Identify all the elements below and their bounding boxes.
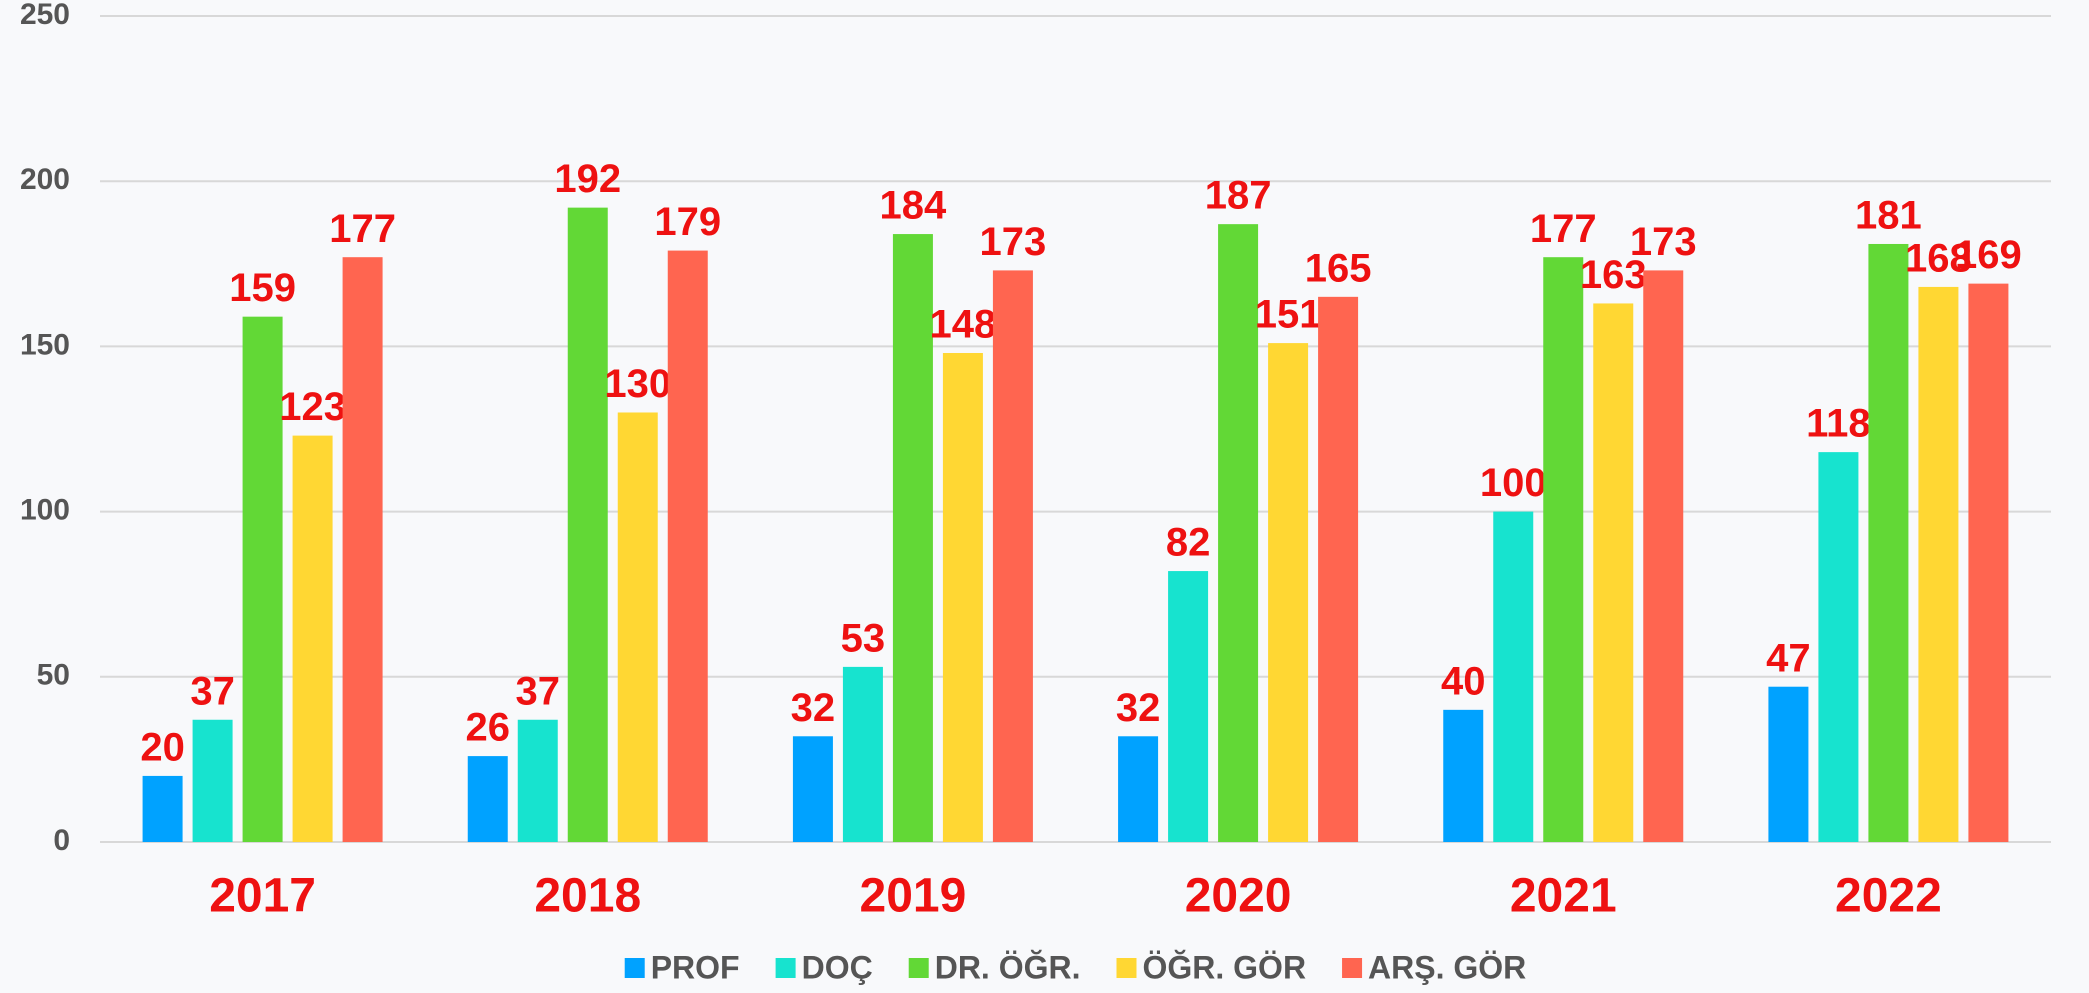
- data-label: 177: [1530, 207, 1597, 251]
- data-label: 173: [1630, 220, 1697, 264]
- data-label: 40: [1441, 659, 1486, 703]
- x-tick-label: 2019: [860, 870, 967, 923]
- data-label: 187: [1205, 174, 1272, 218]
- bar: [792, 736, 833, 842]
- legend-label: DR. ÖĞR.: [935, 949, 1081, 985]
- data-label: 192: [554, 157, 621, 201]
- legend-swatch: [1116, 958, 1137, 978]
- legend: PROF DOÇ DR. ÖĞR. ÖĞR. GÖR ARŞ. GÖR: [624, 949, 1526, 985]
- bar: [667, 250, 708, 843]
- bar: [1118, 736, 1159, 842]
- bar: [1643, 270, 1684, 843]
- bar: [142, 775, 183, 842]
- data-label: 82: [1166, 521, 1211, 565]
- bar: [942, 353, 983, 842]
- legend-swatch: [1342, 958, 1363, 978]
- x-tick-label: 2021: [1510, 870, 1617, 923]
- bar: [192, 719, 233, 842]
- data-label: 151: [1255, 293, 1322, 337]
- bar: [1543, 257, 1584, 842]
- bar: [1768, 686, 1809, 842]
- bar: [567, 207, 608, 842]
- x-tick-label: 2017: [209, 870, 316, 923]
- y-tick-label: 250: [20, 0, 70, 31]
- y-tick-label: 100: [20, 494, 70, 527]
- data-label: 177: [329, 207, 396, 251]
- data-label: 184: [880, 184, 947, 228]
- bar: [842, 666, 883, 842]
- data-label: 123: [279, 385, 346, 429]
- y-tick-label: 200: [20, 163, 70, 196]
- data-label: 168: [1905, 236, 1972, 280]
- legend-swatch: [775, 958, 796, 978]
- bar: [1593, 303, 1634, 842]
- bar: [342, 257, 383, 842]
- bar: [1968, 283, 2009, 842]
- data-label: 37: [516, 669, 561, 713]
- data-label: 169: [1955, 233, 2022, 277]
- bar: [617, 412, 658, 842]
- bar: [1918, 286, 1959, 843]
- data-label: 32: [1116, 686, 1161, 730]
- data-label: 130: [604, 362, 671, 406]
- bar: [1443, 709, 1484, 842]
- data-label: 159: [229, 266, 296, 310]
- data-label: 32: [791, 686, 836, 730]
- data-label: 173: [980, 220, 1047, 264]
- bar: [1268, 343, 1309, 842]
- data-label: 163: [1580, 253, 1647, 297]
- data-label: 179: [654, 200, 721, 244]
- data-label: 165: [1305, 246, 1372, 290]
- legend-label: DOÇ: [802, 949, 873, 985]
- legend-label: ÖĞR. GÖR: [1142, 949, 1306, 985]
- bar: [1868, 243, 1909, 842]
- data-label: 148: [930, 303, 997, 347]
- bar: [242, 316, 283, 842]
- x-tick-label: 2018: [534, 870, 641, 923]
- data-label: 100: [1480, 461, 1547, 505]
- bar: [992, 270, 1033, 843]
- bar: [1818, 452, 1859, 842]
- bar: [467, 756, 508, 842]
- bar: [1218, 224, 1259, 843]
- y-tick-label: 50: [37, 659, 70, 692]
- x-tick-label: 2022: [1835, 870, 1942, 923]
- legend-swatch: [624, 958, 645, 978]
- data-label: 26: [466, 706, 511, 750]
- y-tick-label: 0: [53, 824, 70, 857]
- bar: [292, 435, 333, 842]
- x-tick-label: 2020: [1185, 870, 1292, 923]
- data-label: 181: [1855, 194, 1922, 238]
- legend-label: PROF: [651, 949, 740, 985]
- bar: [1318, 296, 1359, 843]
- data-label: 53: [841, 616, 886, 660]
- legend-label: ARŞ. GÖR: [1368, 949, 1526, 985]
- bar: [892, 234, 933, 843]
- legend-swatch: [908, 958, 929, 978]
- bar: [1493, 511, 1534, 842]
- bar: [1168, 571, 1209, 842]
- y-tick-label: 150: [20, 328, 70, 361]
- data-label: 37: [190, 669, 235, 713]
- data-label: 20: [140, 725, 185, 769]
- data-label: 118: [1806, 402, 1871, 446]
- data-label: 47: [1766, 636, 1811, 680]
- bar: [517, 719, 558, 842]
